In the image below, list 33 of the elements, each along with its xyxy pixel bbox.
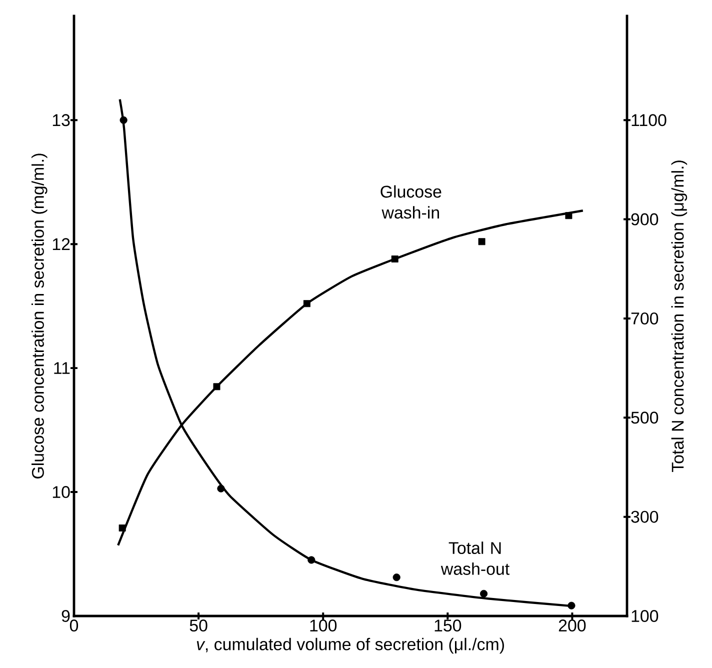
- point: [392, 574, 400, 582]
- y2-axis-title: Total N concentration in secretion (μg/ml.): [671, 160, 688, 472]
- y-tick-label: 11: [54, 362, 70, 374]
- y-axis-title: Glucose concentration in secretion (mg/ml.): [32, 154, 48, 478]
- y-tick-label: 9: [62, 610, 70, 622]
- series-label: Total N wash-out: [440, 542, 510, 575]
- x-tick-label: 200: [558, 620, 586, 632]
- y2-tick-label: 700: [631, 312, 658, 324]
- x-tick-label: 100: [310, 620, 337, 632]
- point: [303, 300, 310, 308]
- x-tick-label: 0: [70, 620, 78, 632]
- point: [391, 255, 398, 262]
- point: [213, 383, 220, 390]
- point: [568, 602, 576, 610]
- y2-tick-label: 900: [631, 213, 658, 226]
- x-tick-label: 150: [434, 620, 462, 632]
- y-tick-label: 13: [52, 114, 70, 126]
- point: [565, 212, 572, 220]
- point: [478, 238, 486, 246]
- point: [308, 556, 316, 564]
- y2-tick-label: 100: [632, 610, 658, 622]
- point: [120, 116, 128, 124]
- point: [217, 484, 225, 492]
- x-axis-title: v, cumulated volume of secretion (μl./cm): [196, 638, 504, 654]
- y2-tick-label: 1100: [632, 114, 666, 126]
- y2-tick-label: 500: [631, 412, 658, 424]
- x-tick-label: 50: [190, 620, 208, 632]
- point: [480, 590, 488, 598]
- text: Glucose wash-in: [380, 185, 442, 219]
- point: [118, 524, 126, 532]
- y-tick-label: 12: [52, 238, 70, 250]
- y2-tick-label: 300: [631, 510, 658, 523]
- y-tick-label: 10: [52, 486, 70, 498]
